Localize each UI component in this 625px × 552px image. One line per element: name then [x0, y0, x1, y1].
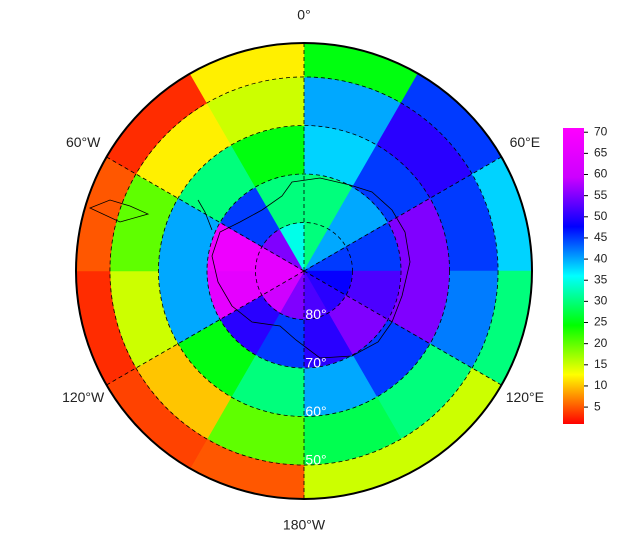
colorbar-label: 30	[594, 294, 608, 308]
heatmap-field	[76, 43, 532, 499]
colorbar	[563, 128, 584, 424]
meridian-line	[303, 270, 502, 386]
colorbar-label: 25	[594, 315, 608, 329]
colorbar-label: 15	[594, 357, 608, 371]
meridian-line	[106, 270, 305, 386]
lon-label: 180°W	[283, 517, 326, 533]
colorbar-label: 10	[594, 378, 608, 392]
graticule	[106, 43, 502, 499]
lon-label: 60°W	[66, 134, 101, 150]
colorbar-label: 60	[594, 167, 608, 181]
meridian-line	[106, 156, 305, 272]
colorbar-label: 65	[594, 146, 608, 160]
lon-label: 0°	[297, 7, 310, 23]
parallel-circle	[255, 222, 353, 320]
lon-label: 120°E	[506, 389, 544, 405]
colorbar-label: 20	[594, 336, 608, 350]
colorbar-label: 35	[594, 272, 608, 286]
lat-label: 80°	[305, 306, 326, 322]
parallel-circle	[206, 173, 402, 369]
colorbar-label: 5	[594, 399, 601, 413]
coastline	[88, 177, 411, 359]
colorbar-label: 55	[594, 188, 608, 202]
meridian-line	[303, 156, 502, 272]
lat-label: 50°	[305, 452, 326, 468]
lon-label: 60°E	[510, 134, 541, 150]
colorbar-label: 70	[594, 124, 608, 138]
map-border	[75, 42, 533, 500]
colorbar-label: 45	[594, 230, 608, 244]
lat-label: 60°	[305, 403, 326, 419]
colorbar-label: 40	[594, 251, 608, 265]
lon-label: 120°W	[62, 389, 105, 405]
colorbar-label: 50	[594, 209, 608, 223]
lat-label: 70°	[305, 355, 326, 371]
parallel-circle	[109, 76, 499, 466]
parallel-circle	[158, 125, 450, 417]
labels: 0° 60°E 120°E 180°W 120°W 60°W 80° 70° 60° 50° 5 10…	[62, 7, 608, 533]
